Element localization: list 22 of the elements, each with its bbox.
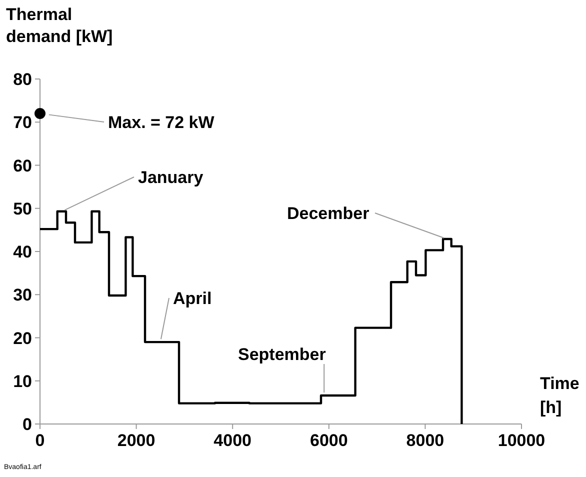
x-tick-label: 8000 [406,431,444,450]
y-axis-title: Thermal demand [kW] [6,5,113,46]
x-tick-label: 4000 [214,431,252,450]
y-tick-label: 30 [13,286,32,305]
x-axis-title: Time [h] [540,374,580,417]
annotation: January [138,168,204,187]
annotation: December [287,204,370,223]
annotation: September [238,345,326,364]
y-tick-label: 40 [13,242,32,262]
y-tick-label: 70 [13,113,32,132]
y-tick-label: 20 [13,328,32,348]
x-tick-label: 10000 [498,431,546,450]
annotation: Max. = 72 kW [108,113,216,132]
y-tick-label: 0 [22,415,32,434]
y-tick-label: 60 [13,156,32,176]
annotation: April [173,289,212,308]
y-tick-label: 80 [13,70,32,89]
x-tick-label: 6000 [310,431,348,450]
x-tick-label: 0 [35,431,45,450]
y-tick-label: 10 [13,372,32,391]
y-tick-label: 50 [13,199,32,218]
x-tick-label: 2000 [117,431,156,450]
